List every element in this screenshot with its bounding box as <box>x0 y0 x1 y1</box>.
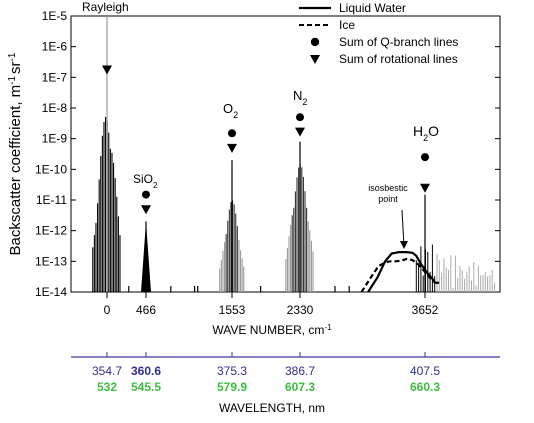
annotation-rayleigh: Rayleigh <box>82 0 129 14</box>
wavelength-532-label: 579.9 <box>217 380 247 394</box>
y-tick-label: 1E-6 <box>42 40 68 54</box>
rotational-sum-marker <box>141 205 151 215</box>
y-tick-label: 1E-9 <box>42 132 68 146</box>
wavelength-355-label: 360.6 <box>131 364 161 378</box>
wavelength-355-label: 375.3 <box>217 364 247 378</box>
q-branch-marker <box>142 190 150 199</box>
y-tick-label: 1E-14 <box>35 285 67 299</box>
legend-label-rotational: Sum of rotational lines <box>339 52 458 66</box>
x-tick-label: 0 <box>104 303 111 317</box>
q-branch-markers <box>102 65 430 215</box>
wavelength-532-label: 607.3 <box>285 380 315 394</box>
liquid-water-curve <box>367 251 439 293</box>
rotational-sum-marker <box>102 65 112 75</box>
rotational-sum-marker <box>227 143 237 153</box>
legend-label-q-branch: Sum of Q-branch lines <box>339 35 458 49</box>
x-tick-label: 2330 <box>287 303 314 317</box>
wavelength-532-label: 660.3 <box>410 380 440 394</box>
wavelength-axis-label: WAVELENGTH, nm <box>219 401 325 415</box>
wavelength-532-label: 532 <box>97 380 117 394</box>
band-o2 <box>219 160 245 292</box>
isosbestic-arrow-line <box>401 209 405 247</box>
wavelength-355-label: 354.7 <box>92 364 122 378</box>
ice-curve <box>360 257 436 293</box>
y-axis: 1E-5 1E-6 1E-7 1E-8 1E-9 1E-10 1E-11 1E-12 1E-13… <box>35 9 500 299</box>
annotation-o2: O2 <box>223 101 238 120</box>
band-rayleigh <box>92 16 121 292</box>
wavelength-355-label: 386.7 <box>285 364 315 378</box>
annotation-isosbestic: isosbestic <box>368 183 408 193</box>
rotational-sum-marker <box>295 127 305 137</box>
annotation-h2o: H2O <box>413 123 439 143</box>
legend-swatch-q-branch <box>310 37 320 47</box>
wavelength-axis: 354.7 532 360.6 545.5 375.3 579.9 386.7 607.3 40… <box>92 352 440 394</box>
wavelength-532-label: 545.5 <box>131 380 161 394</box>
annotation-n2: N2 <box>293 88 307 107</box>
y-tick-label: 1E-7 <box>42 70 68 84</box>
wavelength-355-label: 407.5 <box>410 364 440 378</box>
x-tick-label: 1553 <box>219 303 246 317</box>
spectral-bands <box>92 16 496 292</box>
rotational-sum-marker <box>420 183 430 193</box>
y-tick-label: 1E-12 <box>35 224 67 238</box>
legend-label-ice: Ice <box>339 18 355 32</box>
x-tick-label: 3652 <box>412 303 439 317</box>
q-branch-marker <box>421 153 429 162</box>
y-axis-label: Backscatter coefficient, m-1sr-1 <box>7 52 25 255</box>
q-branch-marker <box>228 129 236 138</box>
annotation-sio2: SiO2 <box>133 172 158 190</box>
y-tick-label: 1E-10 <box>35 162 67 176</box>
y-tick-label: 1E-13 <box>35 254 67 268</box>
isosbestic-arrow-head <box>400 241 408 249</box>
x-axis: 0 466 1553 2330 3652 <box>104 292 439 317</box>
legend-label-liquid-water: Liquid Water <box>339 1 406 15</box>
legend: Liquid Water Ice Sum of Q-branch lines S… <box>299 1 458 66</box>
legend-swatch-rotational <box>310 55 320 64</box>
y-tick-label: 1E-11 <box>36 193 67 207</box>
x-axis-label: WAVE NUMBER, cm-1 <box>212 323 332 338</box>
band-h2o-lines <box>128 244 496 292</box>
band-n2 <box>285 141 314 292</box>
band-sio2 <box>141 221 151 292</box>
y-tick-label: 1E-5 <box>42 9 68 23</box>
y-tick-label: 1E-8 <box>42 101 68 115</box>
annotation-isosbestic-point: point <box>378 194 398 204</box>
x-tick-label: 466 <box>136 303 156 317</box>
q-branch-marker <box>296 113 304 122</box>
water-curves <box>360 251 439 293</box>
